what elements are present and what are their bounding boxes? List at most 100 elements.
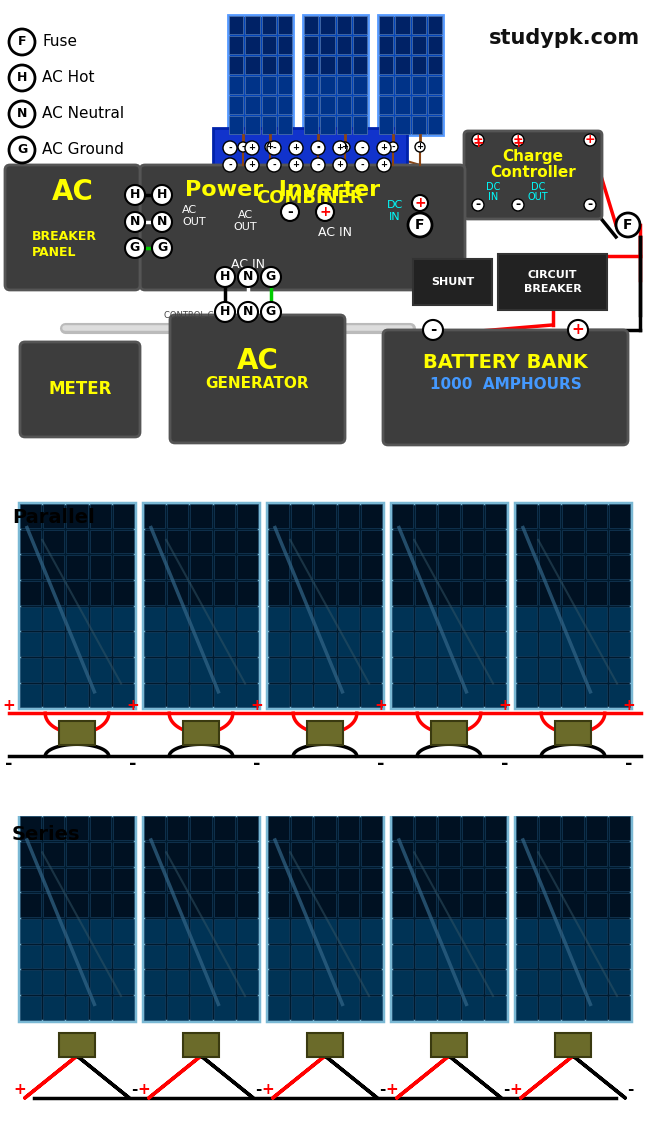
Circle shape bbox=[311, 141, 325, 155]
Polygon shape bbox=[485, 971, 506, 994]
Polygon shape bbox=[485, 683, 506, 707]
Text: -: - bbox=[5, 756, 13, 774]
Polygon shape bbox=[609, 683, 630, 707]
Polygon shape bbox=[304, 16, 318, 34]
FancyBboxPatch shape bbox=[59, 1033, 95, 1057]
Polygon shape bbox=[516, 893, 537, 917]
Polygon shape bbox=[167, 919, 188, 942]
Circle shape bbox=[512, 199, 524, 211]
Polygon shape bbox=[361, 683, 382, 707]
Polygon shape bbox=[562, 842, 584, 866]
Polygon shape bbox=[291, 919, 313, 942]
Circle shape bbox=[223, 158, 237, 172]
Polygon shape bbox=[411, 75, 426, 93]
FancyBboxPatch shape bbox=[5, 166, 140, 291]
Polygon shape bbox=[66, 919, 88, 942]
Polygon shape bbox=[540, 919, 560, 942]
Polygon shape bbox=[415, 658, 436, 681]
Polygon shape bbox=[268, 868, 289, 892]
Polygon shape bbox=[337, 96, 351, 114]
FancyBboxPatch shape bbox=[143, 815, 259, 1021]
FancyBboxPatch shape bbox=[267, 815, 383, 1021]
Polygon shape bbox=[167, 971, 188, 994]
Text: -: - bbox=[503, 1082, 510, 1098]
Polygon shape bbox=[315, 529, 335, 553]
Text: OUT: OUT bbox=[528, 191, 549, 202]
Polygon shape bbox=[237, 919, 258, 942]
Polygon shape bbox=[586, 581, 607, 605]
Circle shape bbox=[584, 199, 596, 211]
Circle shape bbox=[423, 320, 443, 340]
Polygon shape bbox=[392, 893, 413, 917]
Polygon shape bbox=[113, 607, 134, 631]
Polygon shape bbox=[485, 504, 506, 528]
Polygon shape bbox=[304, 56, 318, 74]
Polygon shape bbox=[167, 816, 188, 840]
Polygon shape bbox=[315, 997, 335, 1020]
Polygon shape bbox=[190, 529, 212, 553]
Polygon shape bbox=[315, 842, 335, 866]
FancyBboxPatch shape bbox=[303, 15, 368, 135]
Polygon shape bbox=[392, 945, 413, 968]
Text: -: - bbox=[627, 1082, 633, 1098]
Polygon shape bbox=[113, 816, 134, 840]
Polygon shape bbox=[516, 529, 537, 553]
Text: G: G bbox=[157, 241, 167, 254]
Text: -: - bbox=[430, 322, 436, 338]
Polygon shape bbox=[245, 16, 259, 34]
Polygon shape bbox=[237, 816, 258, 840]
Polygon shape bbox=[361, 893, 382, 917]
FancyBboxPatch shape bbox=[183, 722, 219, 745]
Polygon shape bbox=[337, 632, 359, 655]
Polygon shape bbox=[586, 997, 607, 1020]
Polygon shape bbox=[320, 96, 335, 114]
Polygon shape bbox=[190, 945, 212, 968]
Polygon shape bbox=[268, 504, 289, 528]
Text: -: - bbox=[475, 198, 480, 212]
FancyBboxPatch shape bbox=[378, 15, 443, 135]
Polygon shape bbox=[144, 529, 165, 553]
Text: +: + bbox=[337, 161, 343, 170]
Text: METER: METER bbox=[48, 381, 112, 399]
Polygon shape bbox=[66, 581, 88, 605]
Polygon shape bbox=[462, 868, 483, 892]
Circle shape bbox=[261, 267, 281, 287]
Polygon shape bbox=[315, 816, 335, 840]
Polygon shape bbox=[113, 581, 134, 605]
Polygon shape bbox=[609, 504, 630, 528]
Polygon shape bbox=[516, 971, 537, 994]
Polygon shape bbox=[540, 893, 560, 917]
Polygon shape bbox=[90, 842, 110, 866]
Polygon shape bbox=[361, 632, 382, 655]
Polygon shape bbox=[167, 997, 188, 1020]
FancyBboxPatch shape bbox=[143, 503, 259, 708]
Polygon shape bbox=[190, 842, 212, 866]
Polygon shape bbox=[485, 581, 506, 605]
Polygon shape bbox=[540, 816, 560, 840]
Polygon shape bbox=[43, 868, 64, 892]
Text: COMBINER: COMBINER bbox=[256, 189, 364, 207]
FancyBboxPatch shape bbox=[213, 128, 407, 222]
Polygon shape bbox=[167, 683, 188, 707]
Polygon shape bbox=[438, 658, 460, 681]
Text: N: N bbox=[17, 107, 27, 120]
Polygon shape bbox=[268, 658, 289, 681]
Polygon shape bbox=[462, 555, 483, 579]
Polygon shape bbox=[586, 842, 607, 866]
Polygon shape bbox=[337, 997, 359, 1020]
Polygon shape bbox=[315, 868, 335, 892]
Circle shape bbox=[267, 141, 281, 155]
Polygon shape bbox=[90, 971, 110, 994]
Circle shape bbox=[512, 134, 524, 146]
Polygon shape bbox=[392, 607, 413, 631]
Polygon shape bbox=[462, 683, 483, 707]
Text: +: + bbox=[337, 143, 343, 152]
Polygon shape bbox=[237, 893, 258, 917]
Polygon shape bbox=[379, 75, 393, 93]
Polygon shape bbox=[268, 997, 289, 1020]
Polygon shape bbox=[66, 945, 88, 968]
Polygon shape bbox=[438, 607, 460, 631]
Polygon shape bbox=[229, 75, 243, 93]
Polygon shape bbox=[562, 504, 584, 528]
Polygon shape bbox=[190, 581, 212, 605]
